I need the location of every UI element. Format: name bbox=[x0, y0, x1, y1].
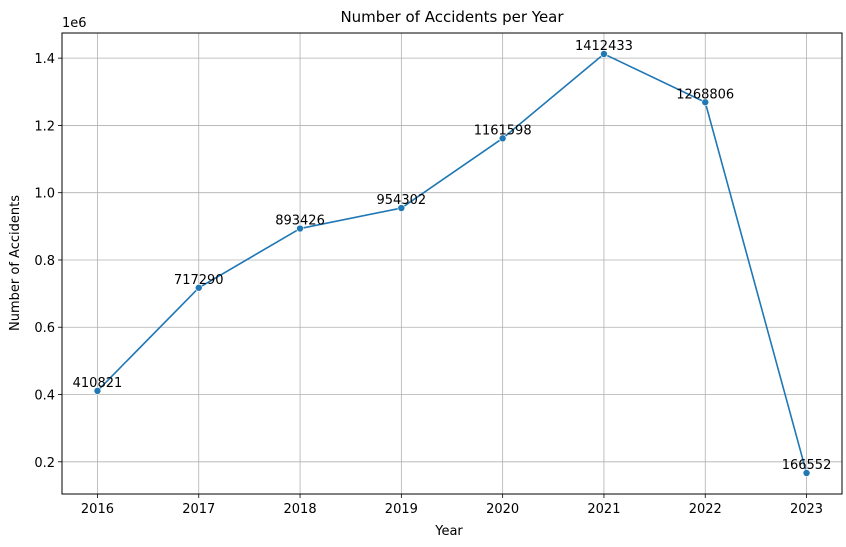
data-label: 410821 bbox=[73, 376, 123, 391]
data-point bbox=[397, 204, 406, 212]
x-tick-label: 2023 bbox=[790, 502, 823, 517]
y-tick-label: 0.4 bbox=[34, 389, 55, 404]
chart-title: Number of Accidents per Year bbox=[340, 8, 564, 26]
data-label: 166552 bbox=[782, 458, 832, 473]
data-label: 954302 bbox=[377, 193, 427, 208]
plot-frame bbox=[61, 32, 843, 495]
series-line-layer bbox=[96, 53, 808, 474]
x-tick-label: 2020 bbox=[486, 502, 519, 517]
data-point bbox=[296, 224, 304, 233]
data-point bbox=[600, 50, 608, 58]
data-labels: 410821 717290 893426 954302 1161598 1412433 12… bbox=[73, 39, 832, 473]
x-tick-label: 2022 bbox=[689, 502, 722, 517]
y-offset-label: 1e6 bbox=[62, 16, 87, 31]
series-line bbox=[96, 53, 808, 474]
y-tick-label: 0.6 bbox=[34, 321, 55, 336]
y-tick-label: 0.2 bbox=[34, 456, 55, 471]
y-tick-label: 1.2 bbox=[34, 119, 55, 134]
y-axis-label: Number of Accidents bbox=[8, 195, 23, 331]
data-label: 893426 bbox=[275, 214, 325, 229]
x-tick-label: 2018 bbox=[284, 502, 317, 517]
y-tick-label: 1.4 bbox=[34, 52, 55, 67]
x-tick-label: 2021 bbox=[587, 502, 620, 517]
x-tick-label: 2019 bbox=[385, 502, 418, 517]
data-label: 1161598 bbox=[474, 123, 532, 138]
data-point bbox=[194, 283, 203, 292]
data-point bbox=[498, 134, 507, 143]
data-point bbox=[93, 387, 102, 395]
y-tick-label: 1.0 bbox=[34, 187, 55, 202]
data-label: 1268806 bbox=[676, 87, 734, 102]
data-points bbox=[93, 50, 811, 477]
axis-ticks: 2016 2017 2018 2019 2020 2021 2022 2023 0.2 0.4 0.… bbox=[34, 52, 823, 517]
y-tick-label: 0.8 bbox=[34, 254, 55, 269]
x-tick-label: 2017 bbox=[182, 502, 215, 517]
data-point bbox=[802, 469, 811, 477]
x-axis-label: Year bbox=[434, 524, 463, 539]
data-label: 1412433 bbox=[575, 39, 633, 54]
x-tick-label: 2016 bbox=[81, 502, 114, 517]
data-point bbox=[701, 98, 710, 107]
data-label: 717290 bbox=[174, 273, 224, 288]
